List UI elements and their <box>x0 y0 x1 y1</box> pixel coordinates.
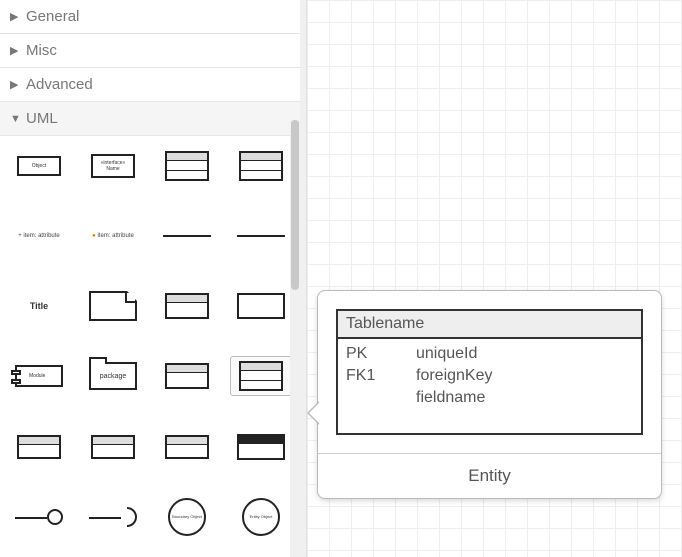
thumb-label: Boundary Object <box>172 514 202 519</box>
thumb-label: + item: attribute <box>18 233 60 239</box>
accordion-label: Misc <box>26 42 57 59</box>
shape-header-box-3[interactable] <box>156 427 218 467</box>
shape-title[interactable]: Title <box>8 286 70 326</box>
entity-preview-table: Tablename PK uniqueId FK1 foreignKey fie… <box>336 309 643 435</box>
shape-divider-line[interactable] <box>156 216 218 256</box>
field-cell: fieldname <box>416 389 633 407</box>
shape-attribute-text[interactable]: + item: attribute <box>8 216 70 256</box>
accordion-misc[interactable]: ▶ Misc <box>0 34 300 68</box>
key-cell: FK1 <box>346 367 416 385</box>
thumb-label: Module <box>29 373 45 379</box>
shape-sidebar: ▶ General ▶ Misc ▶ Advanced ▼ UML Object… <box>0 0 300 557</box>
accordion-uml[interactable]: ▼ UML <box>0 102 300 136</box>
chevron-right-icon: ▶ <box>10 78 20 91</box>
thumb-label: Entity Object <box>250 514 273 519</box>
field-cell: foreignKey <box>416 367 633 385</box>
table-row: fieldname <box>346 387 633 409</box>
accordion-label: General <box>26 8 79 25</box>
shape-boundary-object[interactable]: Boundary Object <box>156 497 218 537</box>
table-row: FK1 foreignKey <box>346 365 633 387</box>
accordion-advanced[interactable]: ▶ Advanced <box>0 68 300 102</box>
shape-entity-object[interactable]: Entity Object <box>230 497 292 537</box>
shape-class-3row[interactable] <box>156 146 218 186</box>
accordion-label: Advanced <box>26 76 93 93</box>
field-cell: uniqueId <box>416 345 633 363</box>
shape-provided-interface[interactable] <box>8 497 70 537</box>
sidebar-scrollbar[interactable] <box>290 120 300 557</box>
shape-class-3row-filled[interactable] <box>230 146 292 186</box>
thumb-label: Object <box>32 163 46 169</box>
key-cell <box>346 389 416 407</box>
popover-body: Tablename PK uniqueId FK1 foreignKey fie… <box>318 291 661 453</box>
shape-note[interactable] <box>82 286 144 326</box>
shape-header-box[interactable] <box>8 427 70 467</box>
shape-class-2row[interactable] <box>156 356 218 396</box>
accordion-label: UML <box>26 110 58 127</box>
shape-attribute-text-2[interactable]: ● item: attribute <box>82 216 144 256</box>
thumb-label: Title <box>30 301 48 311</box>
shape-entity-table[interactable] <box>230 356 292 396</box>
shape-frame[interactable] <box>230 286 292 326</box>
scrollbar-thumb[interactable] <box>291 120 299 290</box>
shape-divider-line-2[interactable] <box>230 216 292 256</box>
shape-object[interactable]: Object <box>8 146 70 186</box>
entity-table-body: PK uniqueId FK1 foreignKey fieldname <box>338 339 641 433</box>
key-cell: PK <box>346 345 416 363</box>
accordion-general[interactable]: ▶ General <box>0 0 300 34</box>
popover-arrow-icon <box>307 401 319 425</box>
shape-interface[interactable]: «interface» Name <box>82 146 144 186</box>
shape-header-box-2[interactable] <box>82 427 144 467</box>
thumb-label: Name <box>106 166 119 172</box>
shape-solid-header-box[interactable] <box>230 427 292 467</box>
popover-caption: Entity <box>318 453 661 498</box>
thumb-label: item: attribute <box>97 233 133 239</box>
shape-module[interactable]: Module <box>8 356 70 396</box>
shape-preview-popover: Tablename PK uniqueId FK1 foreignKey fie… <box>317 290 662 499</box>
chevron-down-icon: ▼ <box>10 113 20 125</box>
shape-required-interface[interactable] <box>82 497 144 537</box>
shape-package[interactable]: package <box>82 356 144 396</box>
chevron-right-icon: ▶ <box>10 10 20 23</box>
app-root: ▶ General ▶ Misc ▶ Advanced ▼ UML Object… <box>0 0 682 557</box>
shape-palette: Object «interface» Name + item: <box>0 136 300 557</box>
thumb-label: package <box>100 373 126 380</box>
chevron-right-icon: ▶ <box>10 44 20 57</box>
entity-table-header: Tablename <box>338 311 641 339</box>
shape-class-small[interactable] <box>156 286 218 326</box>
table-row: PK uniqueId <box>346 343 633 365</box>
